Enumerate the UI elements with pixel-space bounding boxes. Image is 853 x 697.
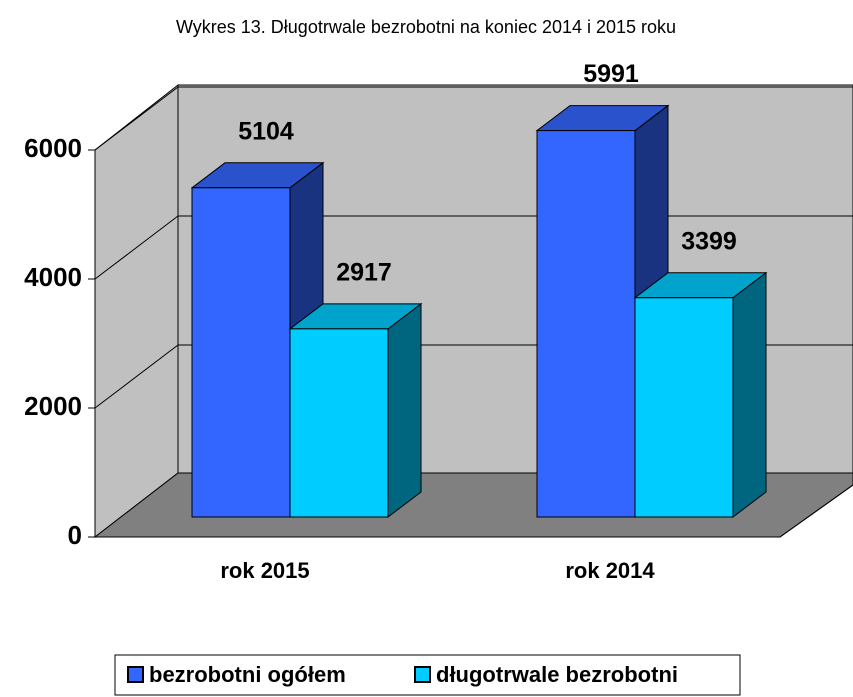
bar (289, 328, 389, 518)
legend-swatch (127, 666, 144, 683)
legend-label: długotrwale bezrobotni (436, 662, 678, 687)
value-label: 5104 (238, 117, 294, 145)
legend-swatch (414, 666, 431, 683)
value-label: 3399 (681, 227, 737, 255)
x-tick-label: rok 2014 (565, 558, 655, 583)
bar (536, 130, 636, 518)
value-label: 2917 (336, 258, 392, 286)
bar-side (732, 271, 767, 519)
bar-side (387, 302, 422, 519)
bar (634, 297, 734, 518)
grid-line (94, 344, 179, 409)
value-label: 5991 (583, 60, 639, 88)
grid-line (94, 86, 179, 151)
y-tick-label: 0 (68, 520, 82, 550)
y-tick-label: 4000 (24, 262, 82, 292)
side-wall (94, 83, 179, 539)
chart-title: Wykres 13. Długotrwale bezrobotni na kon… (176, 17, 676, 37)
x-tick-label: rok 2015 (220, 558, 309, 583)
grid-line (94, 215, 179, 280)
bars (190, 104, 768, 519)
y-tick-label: 6000 (24, 133, 82, 163)
bar (191, 187, 291, 518)
legend-label: bezrobotni ogółem (149, 662, 346, 687)
y-tick-label: 2000 (24, 391, 82, 421)
x-axis-depth (779, 484, 853, 538)
